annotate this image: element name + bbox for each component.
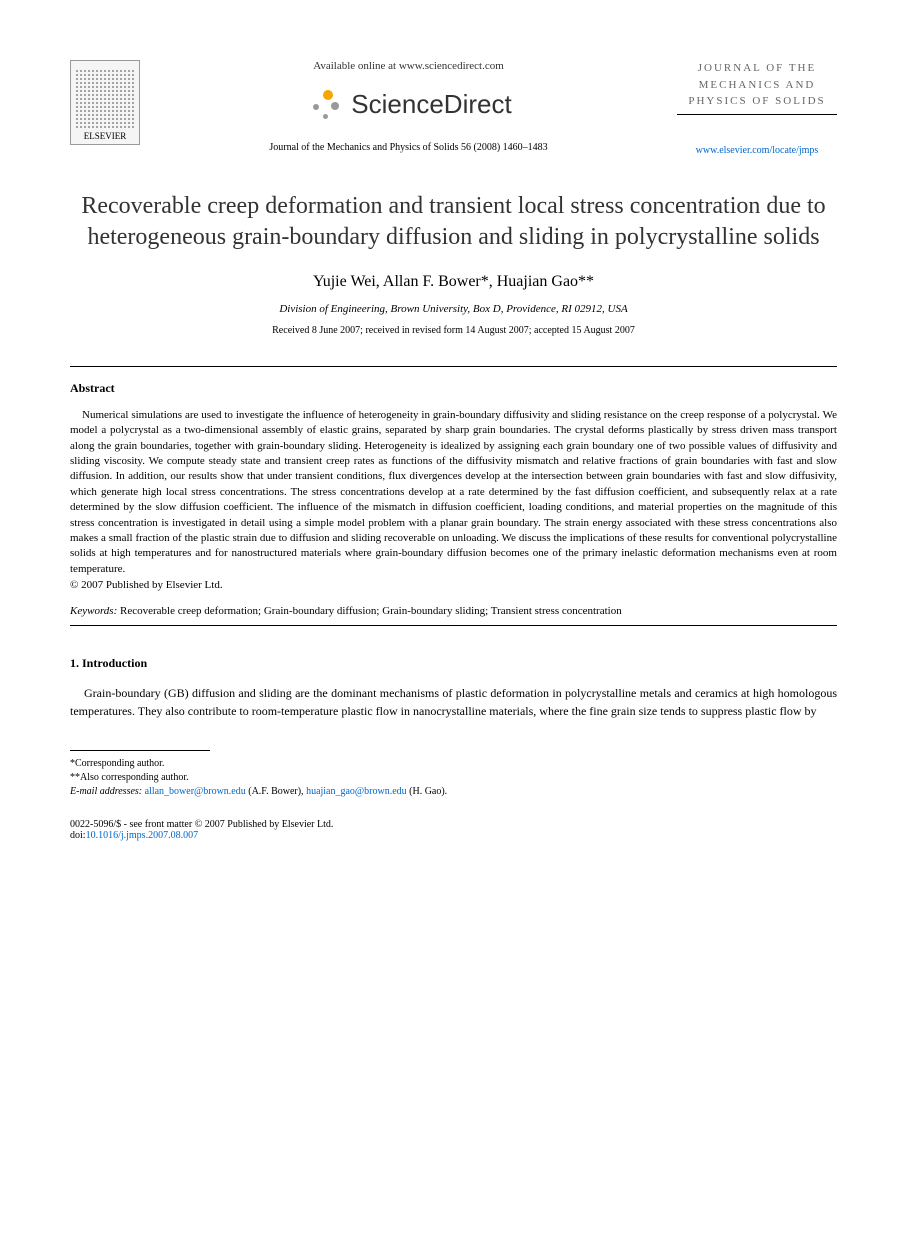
authors: Yujie Wei, Allan F. Bower*, Huajian Gao*… — [70, 273, 837, 291]
abstract-bottom-divider — [70, 625, 837, 626]
journal-divider — [677, 114, 837, 115]
footnote-emails: E-mail addresses: allan_bower@brown.edu … — [70, 785, 837, 799]
email-link-1[interactable]: allan_bower@brown.edu — [145, 786, 246, 797]
journal-name: JOURNAL OF THE MECHANICS AND PHYSICS OF … — [677, 60, 837, 110]
email-name-2: (H. Gao). — [409, 786, 447, 797]
abstract-heading: Abstract — [70, 381, 837, 396]
intro-text: Grain-boundary (GB) diffusion and slidin… — [70, 685, 837, 720]
intro-heading: 1. Introduction — [70, 656, 837, 671]
elsevier-tree-icon — [75, 69, 135, 129]
email-label: E-mail addresses: — [70, 786, 142, 797]
sciencedirect-icon — [305, 84, 345, 124]
journal-name-line3: PHYSICS OF SOLIDS — [677, 93, 837, 110]
sciencedirect-text: ScienceDirect — [351, 89, 511, 120]
journal-name-line2: MECHANICS AND — [677, 77, 837, 94]
footnote-corr2: **Also corresponding author. — [70, 771, 837, 785]
publisher-name: ELSEVIER — [84, 131, 127, 141]
email-name-1: (A.F. Bower), — [248, 786, 303, 797]
doi-line: doi:10.1016/j.jmps.2007.08.007 — [70, 830, 837, 841]
footnote-divider — [70, 750, 210, 751]
available-online-text: Available online at www.sciencedirect.co… — [160, 60, 657, 72]
abstract-text: Numerical simulations are used to invest… — [70, 408, 837, 577]
citation-text: Journal of the Mechanics and Physics of … — [160, 142, 657, 153]
header-right: JOURNAL OF THE MECHANICS AND PHYSICS OF … — [677, 60, 837, 156]
email-link-2[interactable]: huajian_gao@brown.edu — [306, 786, 407, 797]
header-row: ELSEVIER Available online at www.science… — [70, 60, 837, 156]
front-matter-text: 0022-5096/$ - see front matter © 2007 Pu… — [70, 819, 837, 830]
journal-name-line1: JOURNAL OF THE — [677, 60, 837, 77]
elsevier-logo: ELSEVIER — [70, 60, 140, 145]
abstract-top-divider — [70, 366, 837, 367]
keywords-label: Keywords: — [70, 605, 117, 617]
affiliation: Division of Engineering, Brown Universit… — [70, 303, 837, 315]
doi-label: doi: — [70, 830, 86, 841]
doi-block: 0022-5096/$ - see front matter © 2007 Pu… — [70, 819, 837, 841]
sciencedirect-logo: ScienceDirect — [160, 84, 657, 124]
keywords-block: Keywords: Recoverable creep deformation;… — [70, 605, 837, 617]
article-dates: Received 8 June 2007; received in revise… — [70, 325, 837, 336]
keywords-text: Recoverable creep deformation; Grain-bou… — [120, 605, 622, 617]
header-center: Available online at www.sciencedirect.co… — [140, 60, 677, 153]
article-title: Recoverable creep deformation and transi… — [70, 191, 837, 253]
journal-url-link[interactable]: www.elsevier.com/locate/jmps — [677, 145, 837, 156]
doi-link[interactable]: 10.1016/j.jmps.2007.08.007 — [86, 830, 199, 841]
footnote-corr1: *Corresponding author. — [70, 757, 837, 771]
copyright-text: © 2007 Published by Elsevier Ltd. — [70, 579, 837, 591]
